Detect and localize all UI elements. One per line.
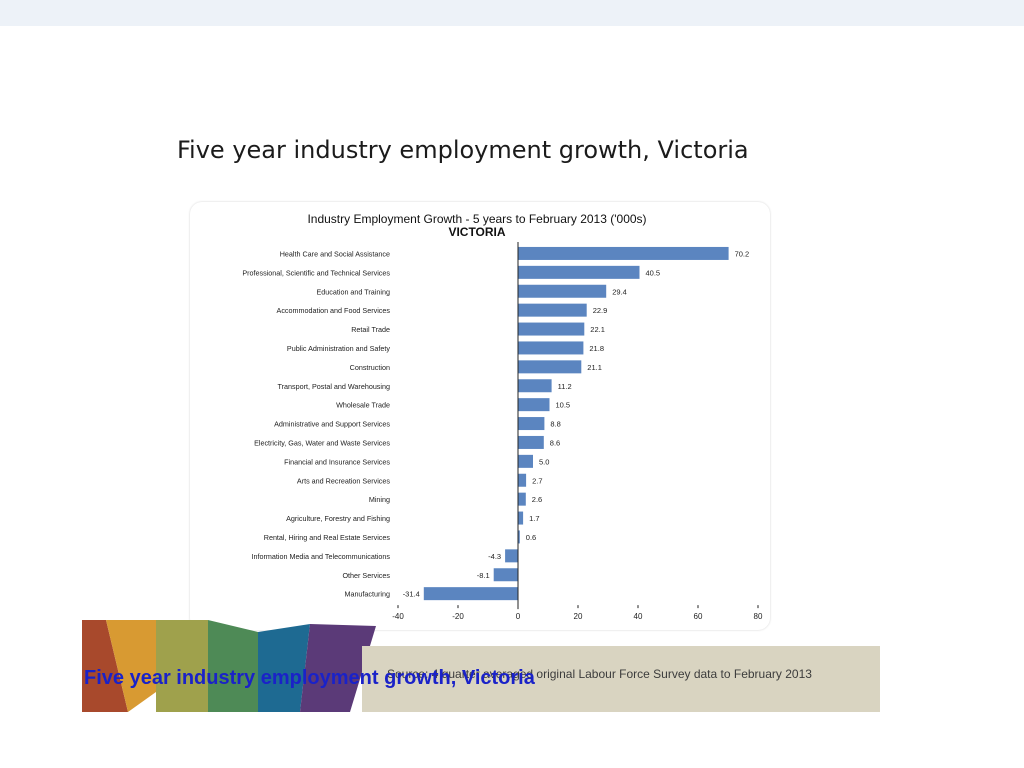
data-label: 29.4: [612, 287, 627, 296]
category-label: Rental, Hiring and Real Estate Services: [264, 533, 391, 542]
category-label: Accommodation and Food Services: [277, 306, 391, 315]
chart-card: Industry Employment Growth - 5 years to …: [190, 202, 770, 630]
source-note: Source: 4 quarter averaged original Labo…: [387, 667, 812, 681]
bar: [518, 379, 552, 393]
bar: [518, 454, 533, 468]
bar: [518, 322, 585, 336]
bar: [518, 473, 527, 487]
bar: [518, 265, 640, 279]
category-label: Administrative and Support Services: [274, 420, 390, 429]
data-label: 0.6: [526, 533, 536, 542]
bar: [518, 492, 526, 506]
x-tick-label: 40: [634, 612, 643, 621]
data-label: 21.1: [587, 363, 602, 372]
category-label: Professional, Scientific and Technical S…: [242, 268, 390, 277]
bar: [518, 417, 545, 431]
category-label: Arts and Recreation Services: [297, 476, 390, 485]
band-stripes: [82, 620, 376, 712]
band-stripe: [106, 620, 156, 712]
x-tick-label: 80: [754, 612, 763, 621]
category-label: Health Care and Social Assistance: [280, 249, 390, 258]
category-label: Mining: [369, 495, 390, 504]
category-label: Wholesale Trade: [336, 401, 390, 410]
category-label: Public Administration and Safety: [287, 344, 390, 353]
band-stripe: [82, 620, 128, 712]
slide-title: Five year industry employment growth, Vi…: [177, 136, 749, 164]
source-panel: [362, 646, 880, 712]
data-label: 22.1: [590, 325, 605, 334]
data-label: 2.7: [532, 476, 542, 485]
bar: [518, 341, 584, 355]
category-label: Information Media and Telecommunications: [252, 552, 391, 561]
chart-subtitle: VICTORIA: [448, 225, 505, 239]
data-label: 2.6: [532, 495, 542, 504]
chart-title: Industry Employment Growth - 5 years to …: [307, 212, 646, 226]
data-label: 1.7: [529, 514, 539, 523]
bar: [518, 435, 544, 449]
bar: [518, 246, 729, 260]
data-label: -8.1: [477, 571, 490, 580]
bar: [423, 587, 518, 601]
footer-band: Source: 4 quarter averaged original Labo…: [82, 620, 880, 712]
band-stripe: [156, 620, 208, 712]
category-label: Financial and Insurance Services: [284, 457, 390, 466]
bar: [518, 398, 550, 412]
band-stripe: [258, 624, 310, 712]
band-stripe: [300, 624, 376, 712]
data-label: 8.6: [550, 438, 560, 447]
data-label: 10.5: [556, 401, 571, 410]
category-label: Construction: [350, 363, 390, 372]
bar: [518, 530, 520, 544]
x-tick-label: -20: [452, 612, 464, 621]
bar: [505, 549, 518, 563]
data-label: 40.5: [646, 268, 661, 277]
x-tick-label: -40: [392, 612, 404, 621]
bar: [518, 284, 607, 298]
category-label: Electricity, Gas, Water and Waste Servic…: [254, 438, 390, 447]
category-label: Education and Training: [316, 287, 390, 296]
data-label: 11.2: [558, 382, 572, 391]
data-label: 21.8: [589, 344, 604, 353]
data-label: -31.4: [403, 590, 420, 599]
slide-caption: Five year industry employment growth, Vi…: [84, 667, 535, 689]
data-label: 8.8: [550, 420, 560, 429]
data-label: 70.2: [735, 249, 750, 258]
category-label: Manufacturing: [344, 590, 390, 599]
data-label: -4.3: [488, 552, 501, 561]
x-tick-label: 60: [694, 612, 703, 621]
category-label: Other Services: [342, 571, 390, 580]
band-stripe: [208, 620, 258, 712]
industry-growth-chart: Industry Employment Growth - 5 years to …: [242, 212, 763, 621]
category-label: Retail Trade: [351, 325, 390, 334]
category-label: Transport, Postal and Warehousing: [277, 382, 390, 391]
top-bar: [0, 0, 1024, 26]
x-tick-label: 0: [516, 612, 521, 621]
category-label: Agriculture, Forestry and Fishing: [286, 514, 390, 523]
bar: [518, 511, 524, 525]
data-label: 22.9: [593, 306, 608, 315]
bar: [518, 303, 587, 317]
bar: [518, 360, 582, 374]
x-tick-label: 20: [574, 612, 583, 621]
bar: [493, 568, 518, 582]
data-label: 5.0: [539, 457, 549, 466]
